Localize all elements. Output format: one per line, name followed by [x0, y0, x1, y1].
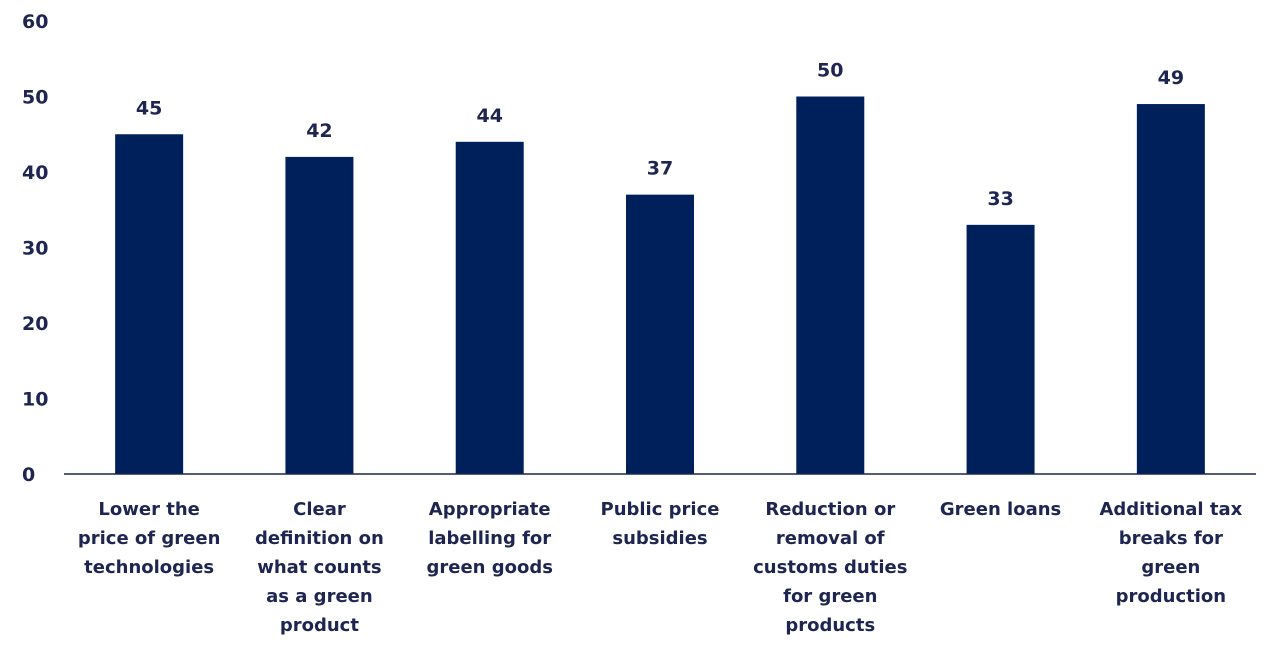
x-tick-label: what counts [257, 557, 381, 578]
bar [796, 96, 865, 474]
x-tick-label: Appropriate [429, 499, 551, 520]
data-label: 45 [136, 97, 162, 119]
data-labels: 45 42 44 37 50 33 49 [136, 60, 1184, 210]
x-tick-label: production [1116, 586, 1226, 607]
data-label: 42 [306, 120, 332, 142]
y-axis-ticks: 0 10 20 30 40 50 60 [22, 11, 48, 486]
data-label: 49 [1158, 67, 1184, 89]
bar [115, 134, 184, 474]
data-label: 50 [817, 60, 843, 82]
x-tick-label: Reduction or [765, 499, 895, 520]
bar [285, 156, 354, 474]
x-tick-label: Public price [601, 499, 720, 520]
bar [626, 194, 694, 474]
bar [1136, 104, 1205, 475]
x-tick-label: customs duties [753, 557, 907, 578]
x-tick-label: subsidies [612, 528, 707, 549]
x-axis-labels: Lower the price of green technologies Clear… [78, 499, 1243, 636]
x-tick-label: product [280, 615, 359, 636]
bar [966, 224, 1035, 474]
bar [455, 141, 524, 475]
x-tick-label: green [1141, 557, 1200, 578]
x-tick-label: Additional tax [1099, 499, 1242, 520]
x-tick-label: green goods [426, 557, 552, 578]
x-tick-label: as a green [266, 586, 373, 607]
x-tick-label: Green loans [940, 499, 1061, 520]
x-tick-label: labelling for [428, 528, 551, 549]
x-tick-label: Clear [293, 499, 346, 520]
x-tick-label: price of green [78, 528, 221, 549]
x-tick-label: Lower the [98, 499, 199, 520]
y-tick-label: 60 [22, 11, 48, 33]
x-tick-label: breaks for [1119, 528, 1223, 549]
y-tick-label: 40 [22, 162, 48, 184]
x-tick-label: products [785, 615, 875, 636]
bars [115, 96, 1205, 475]
y-tick-label: 10 [22, 389, 48, 411]
x-tick-label: technologies [84, 557, 214, 578]
data-label: 37 [647, 158, 673, 180]
data-label: 33 [987, 188, 1013, 210]
data-label: 44 [476, 105, 502, 127]
y-tick-label: 50 [22, 87, 48, 109]
x-tick-label: removal of [776, 528, 885, 549]
y-tick-label: 0 [22, 464, 35, 486]
y-tick-label: 30 [22, 238, 48, 260]
x-tick-label: for green [783, 586, 877, 607]
x-tick-label: definition on [255, 528, 384, 549]
y-tick-label: 20 [22, 313, 48, 335]
